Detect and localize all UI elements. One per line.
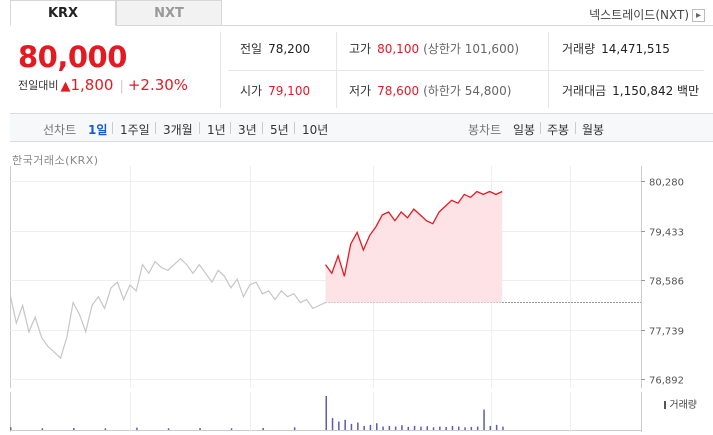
period-5y[interactable]: 5년: [270, 123, 289, 137]
stat-prev-close: 전일 78,200: [240, 42, 311, 56]
current-price: 80,000: [18, 40, 127, 74]
volume-bar: [376, 423, 378, 430]
tab-krx[interactable]: KRX: [10, 0, 116, 26]
volume-bar: [363, 425, 365, 430]
nextrade-link[interactable]: 넥스트레이드(NXT) ▸: [589, 6, 705, 23]
volume-bar: [420, 426, 422, 430]
period-daily[interactable]: 일봉: [513, 123, 536, 137]
volume-legend: 거래량: [664, 396, 697, 411]
price-change: 전일대비 ▲1,800 | +2.30%: [18, 76, 189, 94]
y-tick-label: 80,280: [649, 178, 684, 189]
stat-open: 시가 79,100: [240, 84, 311, 98]
volume-bar: [439, 426, 441, 430]
chart-caption: 한국거래소(KRX): [12, 154, 99, 167]
stat-high: 고가 80,100 (상한가 101,600): [349, 42, 520, 56]
volume-legend-icon: [664, 401, 667, 409]
volume-bar: [483, 409, 485, 430]
volume-bar: [167, 428, 170, 430]
volume-bar: [470, 426, 473, 430]
period-bar: 선차트 1일 1주일 3개월 1년 3년 5년 10년 봉차트 일봉 주봉 월봉: [10, 113, 713, 142]
chevron-right-icon: ▸: [692, 9, 705, 22]
volume-bar: [394, 426, 397, 430]
volume-bar: [382, 426, 384, 430]
volume-bar: [489, 425, 492, 430]
volume-bar: [357, 422, 359, 430]
volume-bar: [464, 427, 466, 430]
volume-bar: [41, 428, 44, 430]
period-weekly[interactable]: 주봉: [547, 123, 570, 137]
period-10y[interactable]: 10년: [302, 123, 329, 137]
divider: [228, 70, 704, 71]
period-1y[interactable]: 1년: [207, 123, 226, 137]
period-3m[interactable]: 3개월: [163, 123, 193, 137]
exchange-tabs: KRX NXT 넥스트레이드(NXT) ▸: [10, 0, 713, 26]
volume-bar: [451, 425, 454, 430]
volume-bar: [73, 428, 75, 430]
change-value: 1,800: [70, 76, 114, 94]
volume-bar: [369, 424, 372, 430]
series-today-area: [325, 191, 503, 303]
period-3y[interactable]: 3년: [238, 123, 257, 137]
volume-bar: [458, 426, 460, 430]
line-chart-label: 선차트: [43, 123, 77, 137]
series-previous-day-line: [10, 257, 326, 360]
volume-bar: [344, 419, 346, 430]
stat-amount: 거래대금 1,150,842 백만: [562, 84, 700, 98]
volume-bar: [413, 425, 416, 430]
volume-bar: [104, 428, 107, 430]
volume-bar: [445, 426, 447, 430]
stat-volume: 거래량 14,471,515: [562, 42, 670, 56]
volume-bar: [331, 418, 334, 430]
period-1w[interactable]: 1주일: [120, 123, 150, 137]
volume-bar: [407, 426, 409, 430]
volume-bar: [293, 427, 296, 430]
period-1d[interactable]: 1일: [88, 123, 108, 137]
volume-bar: [338, 421, 340, 430]
up-triangle-icon: ▲: [60, 79, 71, 94]
series-today-line: [324, 190, 503, 277]
volume-bar: [325, 396, 327, 430]
volume-chart: [10, 392, 642, 432]
volume-bar: [262, 428, 264, 430]
volume-bar: [476, 426, 479, 430]
volume-bar: [199, 428, 201, 430]
tab-nxt[interactable]: NXT: [116, 0, 222, 26]
nextrade-link-label: 넥스트레이드(NXT): [589, 8, 689, 22]
volume-bar: [388, 425, 391, 430]
change-label: 전일대비: [18, 79, 59, 92]
volume-bar: [502, 426, 504, 430]
volume-bar: [10, 427, 12, 430]
volume-bar: [401, 425, 403, 430]
volume-bar: [136, 427, 138, 430]
candle-chart-label: 봉차트: [468, 123, 502, 137]
y-tick-label: 79,433: [649, 228, 684, 239]
price-chart: 80,280 79,433 78,586 77,739 76,892: [10, 166, 684, 388]
change-rate: +2.30%: [127, 76, 189, 94]
volume-bar: [230, 428, 233, 430]
y-tick-label: 76,892: [649, 376, 684, 387]
volume-bar: [350, 423, 353, 430]
volume-bar: [495, 424, 498, 430]
volume-bar: [432, 427, 435, 430]
y-tick-label: 77,739: [649, 327, 684, 338]
stat-low: 저가 78,600 (하한가 54,800): [349, 84, 512, 98]
period-monthly[interactable]: 월봉: [582, 123, 605, 137]
y-tick-label: 78,586: [649, 277, 684, 288]
divider: [220, 32, 221, 108]
volume-bar: [426, 426, 428, 430]
